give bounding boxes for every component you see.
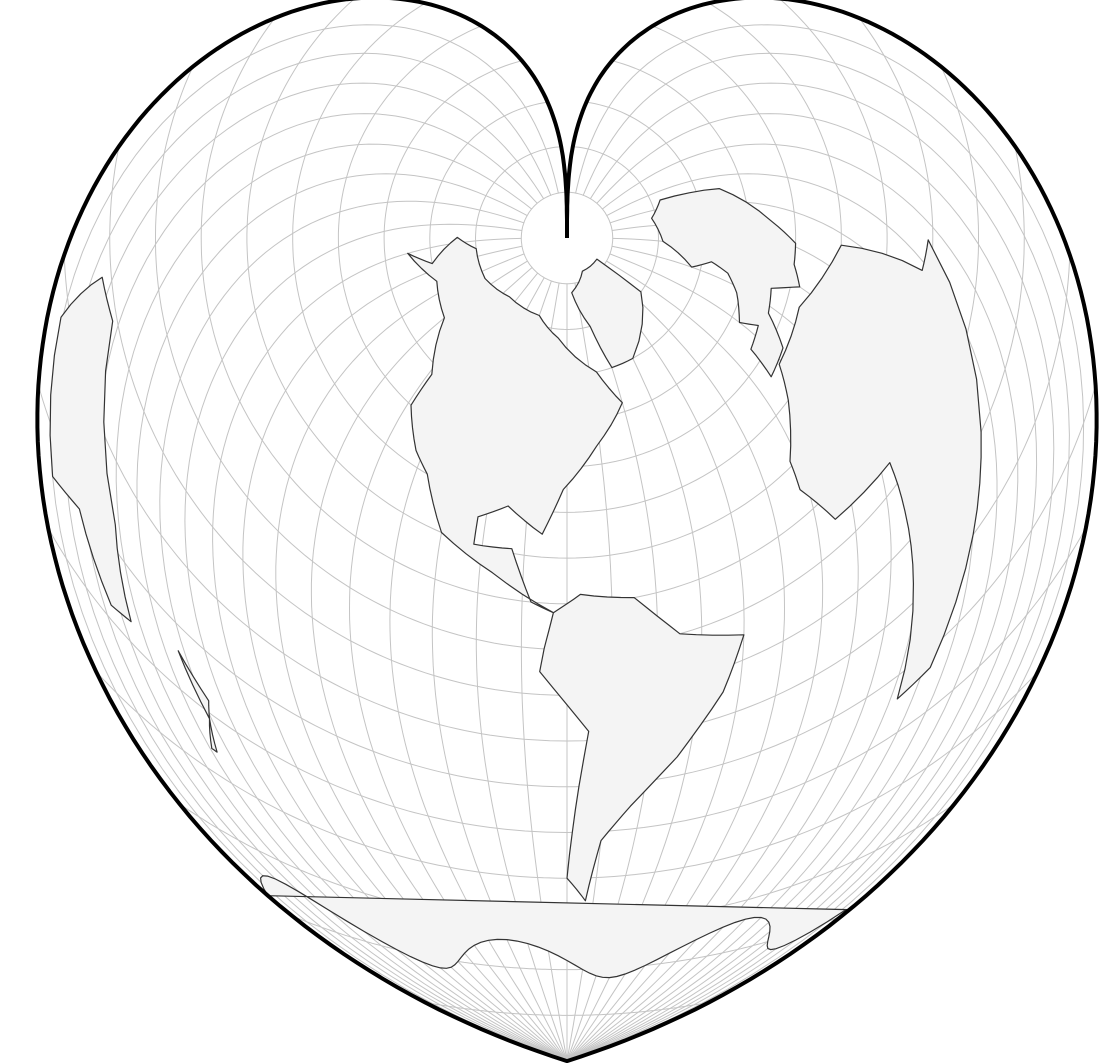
meridian <box>566 173 998 1062</box>
map-outline <box>35 0 1099 1063</box>
meridian <box>159 200 568 1062</box>
meridian <box>115 143 568 1062</box>
land <box>49 188 982 979</box>
landmass <box>571 258 644 369</box>
landmass <box>407 236 623 614</box>
landmass <box>177 650 218 753</box>
meridian <box>566 24 1085 1062</box>
landmass <box>778 239 982 700</box>
parallel <box>474 146 660 331</box>
antarctica <box>259 875 848 979</box>
meridian <box>136 173 568 1062</box>
meridian <box>49 24 568 1062</box>
parallel <box>63 254 1071 742</box>
parallel <box>47 528 1087 834</box>
parallel <box>424 1001 710 1016</box>
meridian <box>566 82 1055 1062</box>
parallel <box>520 191 614 285</box>
parallel <box>246 0 888 559</box>
meridian <box>64 52 568 1062</box>
meridian <box>566 52 1070 1062</box>
meridian <box>79 82 568 1062</box>
parallel <box>292 2 842 513</box>
landmass <box>49 276 132 623</box>
meridian <box>96 113 568 1062</box>
meridian <box>566 113 1038 1062</box>
parallel <box>37 385 1097 788</box>
meridian <box>566 143 1019 1062</box>
landmass <box>539 593 745 902</box>
parallel <box>292 915 842 971</box>
landmass <box>651 188 801 378</box>
